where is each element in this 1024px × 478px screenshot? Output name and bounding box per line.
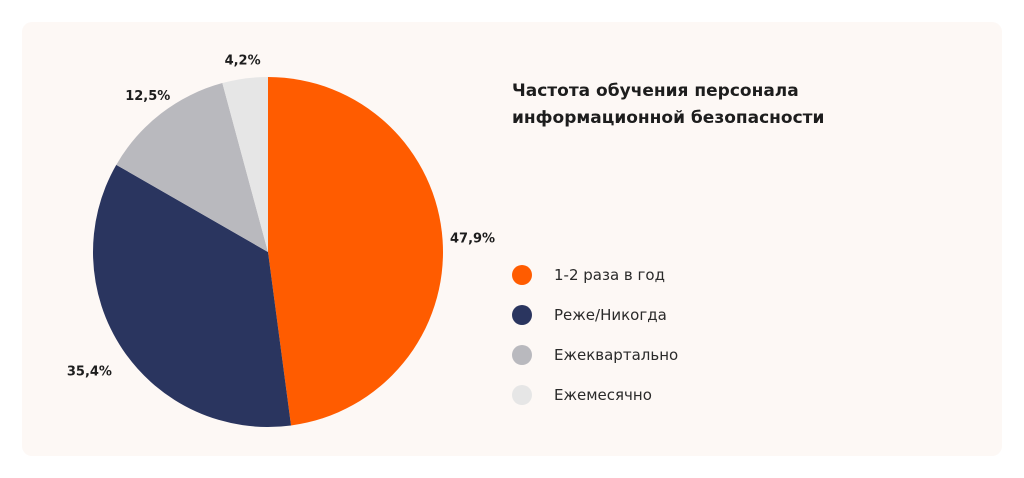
- legend-swatch: [512, 345, 532, 365]
- data-label: 35,4%: [67, 365, 112, 380]
- data-label: 47,9%: [450, 231, 495, 246]
- legend-item: Ежемесячно: [512, 375, 678, 415]
- legend-label: 1-2 раза в год: [554, 266, 665, 284]
- legend-swatch: [512, 305, 532, 325]
- pie-slices: [93, 77, 443, 427]
- chart-title: Частота обучения персонала информационно…: [512, 78, 952, 132]
- legend-item: 1-2 раза в год: [512, 255, 678, 295]
- legend: 1-2 раза в год Реже/Никогда Ежеквартальн…: [512, 255, 678, 415]
- data-label: 12,5%: [125, 89, 170, 104]
- legend-swatch: [512, 385, 532, 405]
- pie-data-labels: 47,9% 35,4% 12,5% 4,2%: [67, 54, 495, 380]
- legend-label: Ежемесячно: [554, 386, 652, 404]
- chart-title-line-2: информационной безопасности: [512, 108, 825, 128]
- legend-item: Ежеквартально: [512, 335, 678, 375]
- legend-label: Реже/Никогда: [554, 306, 667, 324]
- chart-title-line-1: Частота обучения персонала: [512, 81, 799, 101]
- pie-slice: [93, 164, 292, 427]
- legend-item: Реже/Никогда: [512, 295, 678, 335]
- pie-slice: [268, 77, 443, 426]
- pie-slice: [222, 77, 268, 252]
- pie-slice: [116, 83, 268, 252]
- data-label: 4,2%: [225, 54, 261, 69]
- legend-swatch: [512, 265, 532, 285]
- legend-label: Ежеквартально: [554, 346, 679, 364]
